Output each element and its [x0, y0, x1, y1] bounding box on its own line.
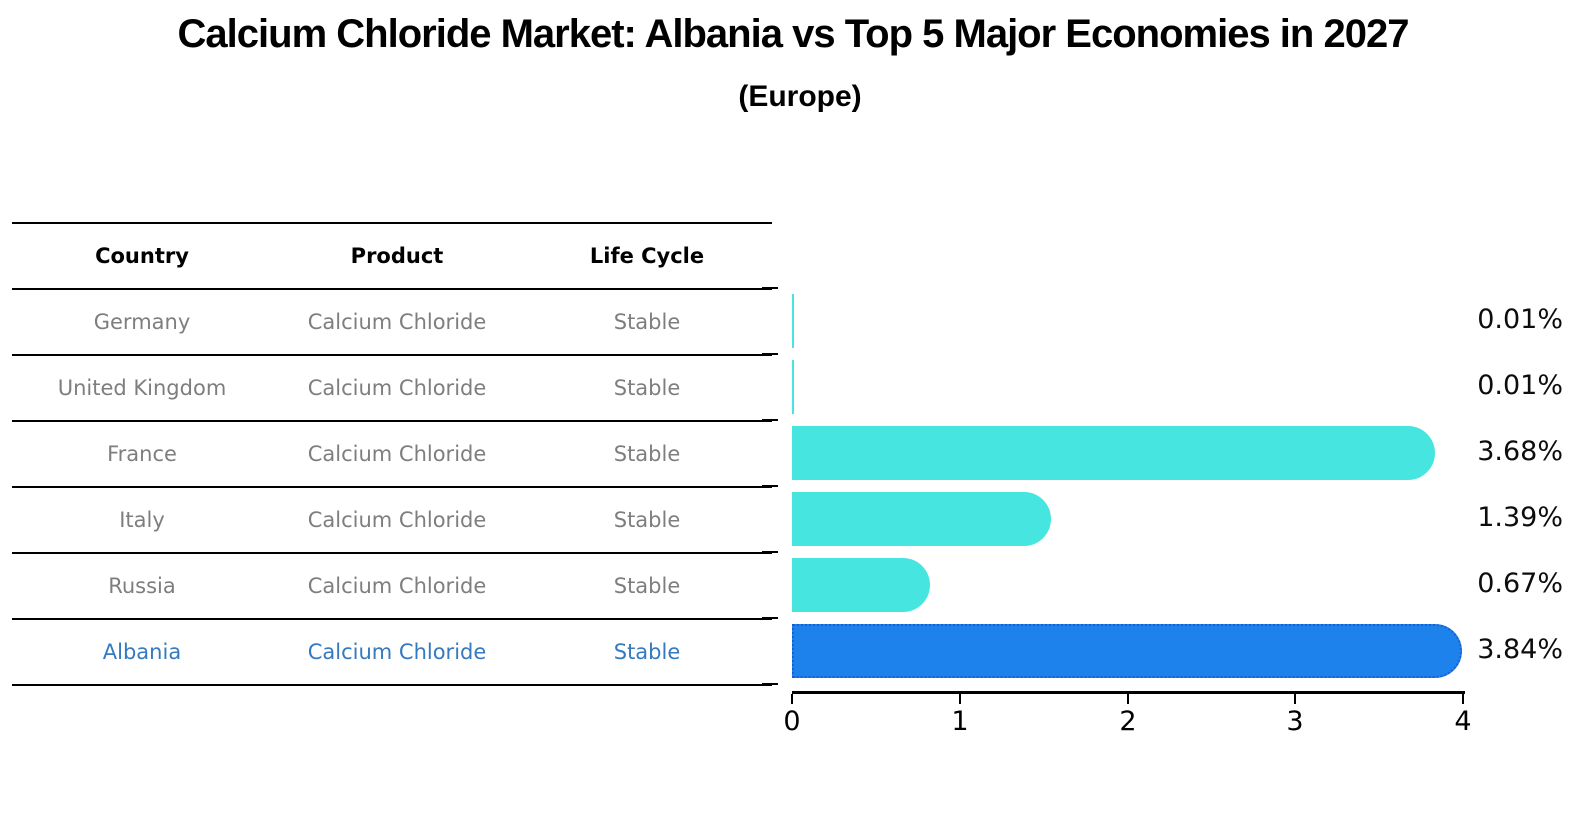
- x-axis-tick: [1462, 694, 1464, 704]
- country-table: Country Product Life Cycle Germany Calciu…: [12, 222, 772, 686]
- lifecycle-cell: Stable: [613, 507, 681, 532]
- table-row: United Kingdom Calcium Chloride Stable: [12, 356, 772, 422]
- lifecycle-cell: Stable: [613, 441, 681, 466]
- x-axis-tick: [791, 694, 793, 704]
- y-axis-tick: [762, 617, 778, 619]
- x-axis-label-2: 2: [1119, 706, 1137, 737]
- product-cell: Calcium Chloride: [307, 573, 487, 598]
- country-cell: France: [107, 441, 177, 466]
- x-axis-line: [792, 691, 1465, 694]
- y-axis-tick: [762, 683, 778, 685]
- country-cell: Italy: [119, 507, 165, 532]
- table-row: Russia Calcium Chloride Stable: [12, 554, 772, 620]
- product-cell: Calcium Chloride: [307, 639, 487, 664]
- y-axis-tick: [762, 419, 778, 421]
- lifecycle-cell: Stable: [613, 639, 681, 664]
- chart-title: Calcium Chloride Market: Albania vs Top …: [177, 12, 1410, 56]
- product-cell: Calcium Chloride: [307, 309, 487, 334]
- chart-subtitle: (Europe): [738, 80, 862, 113]
- x-axis-label-0: 0: [783, 706, 801, 737]
- table-row: Albania Calcium Chloride Stable: [12, 620, 772, 686]
- y-axis-tick: [762, 287, 778, 289]
- country-cell: Russia: [108, 573, 176, 598]
- country-cell: Albania: [102, 639, 182, 664]
- product-cell: Calcium Chloride: [307, 441, 487, 466]
- x-axis-label-3: 3: [1286, 706, 1304, 737]
- table-body: Germany Calcium Chloride Stable United King…: [12, 290, 772, 686]
- column-header-country: Country: [95, 243, 189, 268]
- bar-united-kingdom: [792, 360, 794, 414]
- bar-albania: [792, 624, 1462, 678]
- value-label-albania: 3.84%: [1477, 634, 1563, 665]
- value-label-united-kingdom: 0.01%: [1477, 370, 1563, 401]
- value-label-france: 3.68%: [1477, 436, 1563, 467]
- column-header-product: Product: [350, 243, 444, 268]
- country-cell: Germany: [93, 309, 191, 334]
- table-row: France Calcium Chloride Stable: [12, 422, 772, 488]
- value-label-germany: 0.01%: [1477, 304, 1563, 335]
- x-axis-label-1: 1: [951, 706, 969, 737]
- lifecycle-cell: Stable: [613, 309, 681, 334]
- x-axis-tick: [1294, 694, 1296, 704]
- x-axis-tick: [959, 694, 961, 704]
- product-cell: Calcium Chloride: [307, 507, 487, 532]
- bar-germany: [792, 294, 794, 348]
- column-header-lifecycle: Life Cycle: [589, 243, 705, 268]
- y-axis-tick: [762, 353, 778, 355]
- table-row: Germany Calcium Chloride Stable: [12, 290, 772, 356]
- x-axis-label-4: 4: [1454, 706, 1472, 737]
- value-label-italy: 1.39%: [1477, 502, 1563, 533]
- product-cell: Calcium Chloride: [307, 375, 487, 400]
- country-cell: United Kingdom: [57, 375, 227, 400]
- lifecycle-cell: Stable: [613, 573, 681, 598]
- lifecycle-cell: Stable: [613, 375, 681, 400]
- bar-france: [792, 426, 1435, 480]
- y-axis-tick: [762, 485, 778, 487]
- bar-italy: [792, 492, 1051, 546]
- table-row: Italy Calcium Chloride Stable: [12, 488, 772, 554]
- table-header-row: Country Product Life Cycle: [12, 224, 772, 290]
- bar-russia: [792, 558, 930, 612]
- x-axis-tick: [1127, 694, 1129, 704]
- y-axis-tick: [762, 551, 778, 553]
- value-label-russia: 0.67%: [1477, 568, 1563, 599]
